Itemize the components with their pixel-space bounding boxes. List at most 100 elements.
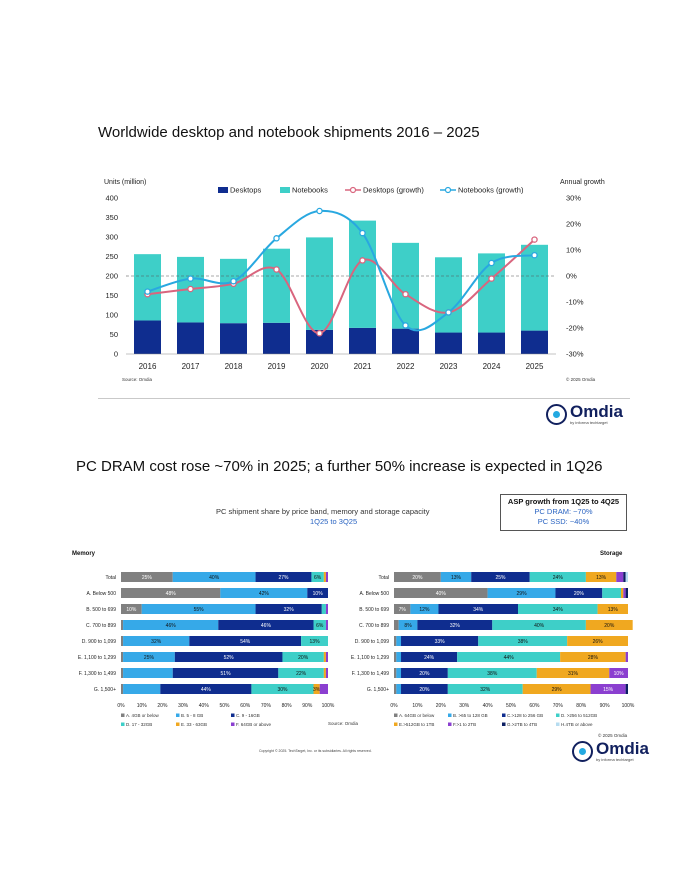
legend-swatch bbox=[176, 722, 180, 726]
seg-7-3 bbox=[251, 684, 314, 694]
shipments-chart: Units (million) Annual growth Desktops No… bbox=[104, 179, 605, 382]
seg-1-0 bbox=[121, 588, 221, 598]
seg-7-5 bbox=[590, 684, 626, 694]
point-desktops_growth-2021 bbox=[359, 257, 366, 264]
point-desktops_growth-2019 bbox=[273, 266, 280, 273]
x-tick-2022: 2022 bbox=[397, 362, 415, 371]
x-tick: 0% bbox=[390, 703, 398, 709]
legend-swatch bbox=[394, 722, 398, 726]
row-label-0: Total bbox=[378, 575, 389, 581]
x-tick-2024: 2024 bbox=[483, 362, 501, 371]
seg-label-6-3: 22% bbox=[296, 671, 307, 677]
seg-7-3 bbox=[447, 684, 523, 694]
row-label-6: F. 1,300 to 1,499 bbox=[79, 671, 116, 677]
row-label-2: B. 500 to 699 bbox=[359, 607, 389, 613]
seg-6-4 bbox=[536, 668, 610, 678]
y-left-tick: 50 bbox=[110, 330, 118, 339]
legend-label-1: Notebooks bbox=[292, 186, 328, 195]
legend-swatch bbox=[121, 722, 125, 726]
share-charts: Memory Storage Total 25% 40% 27% 6% A. Below … bbox=[72, 551, 635, 753]
point-notebooks_growth-2017 bbox=[187, 275, 194, 282]
seg-label-1-2: 20% bbox=[574, 591, 585, 597]
seg-label-5-2: 52% bbox=[224, 655, 235, 661]
seg-label-2-2: 32% bbox=[284, 607, 295, 613]
seg-1-5 bbox=[623, 588, 626, 598]
x-tick-2025: 2025 bbox=[526, 362, 544, 371]
y-right-tick: -30% bbox=[566, 350, 584, 359]
y-left-tick: 300 bbox=[105, 233, 118, 242]
row-label-4: D. 900 to 1,099 bbox=[355, 639, 389, 645]
x-tick: 100% bbox=[322, 703, 335, 709]
seg-4-1 bbox=[123, 636, 190, 646]
x-tick: 50% bbox=[506, 703, 517, 709]
seg-label-1-0: 48% bbox=[166, 591, 177, 597]
seg-0-5 bbox=[325, 572, 328, 582]
seg-label-6-2: 51% bbox=[221, 671, 232, 677]
seg-4-1 bbox=[396, 636, 402, 646]
x-tick: 60% bbox=[529, 703, 540, 709]
seg-label-0-1: 13% bbox=[451, 575, 462, 581]
seg-label-3-2: 46% bbox=[261, 623, 272, 629]
chart1-title: Worldwide desktop and notebook shipments… bbox=[98, 124, 480, 141]
source-note: Source: Omdia bbox=[122, 377, 153, 382]
seg-3-3 bbox=[492, 620, 586, 630]
row-label-0: Total bbox=[105, 575, 116, 581]
seg-4-2 bbox=[401, 636, 479, 646]
bar-desktops-2024 bbox=[478, 332, 505, 354]
legend-marker-2 bbox=[349, 186, 357, 194]
seg-1-3 bbox=[602, 588, 621, 598]
seg-3-5 bbox=[325, 620, 328, 630]
bar-desktops-2016 bbox=[134, 320, 161, 354]
y-right-label: Annual growth bbox=[560, 179, 605, 186]
legend-label: E.>512GB to 1TB bbox=[399, 722, 434, 727]
seg-0-4 bbox=[585, 572, 617, 582]
copyright-note-2: © 2025 Omdia bbox=[598, 732, 628, 738]
memory-label: Memory bbox=[72, 551, 96, 557]
seg-2-1 bbox=[141, 604, 256, 614]
omdia-logo-icon bbox=[572, 741, 593, 762]
point-notebooks_growth-2020 bbox=[316, 207, 323, 215]
point-notebooks_growth-2022 bbox=[402, 322, 409, 329]
growth-lines bbox=[144, 207, 538, 337]
bar-desktops-2022 bbox=[392, 328, 419, 354]
row-label-5: E. 1,100 to 1,299 bbox=[78, 655, 116, 661]
seg-6-3 bbox=[447, 668, 537, 678]
seg-label-4-2: 54% bbox=[240, 639, 251, 645]
legend-swatch bbox=[502, 722, 506, 726]
seg-0-6 bbox=[623, 572, 626, 582]
seg-2-0 bbox=[121, 604, 142, 614]
bar-desktops-2021 bbox=[349, 327, 376, 354]
x-tick: 40% bbox=[199, 703, 210, 709]
x-tick: 90% bbox=[302, 703, 313, 709]
seg-1-1 bbox=[220, 588, 308, 598]
row-label-7: G. 1,500+ bbox=[367, 687, 389, 693]
seg-label-0-0: 20% bbox=[412, 575, 423, 581]
seg-7-4 bbox=[313, 684, 320, 694]
seg-label-7-3: 30% bbox=[277, 687, 288, 693]
legend-label-3: Notebooks (growth) bbox=[458, 186, 524, 195]
seg-label-2-0: 10% bbox=[126, 607, 137, 613]
y-left-label: Units (million) bbox=[104, 179, 146, 186]
seg-label-0-2: 25% bbox=[495, 575, 506, 581]
x-tick-2023: 2023 bbox=[440, 362, 458, 371]
y-right-tick: 0% bbox=[566, 272, 577, 281]
seg-1-1 bbox=[487, 588, 556, 598]
logo-sub: by informa techtarget bbox=[596, 757, 634, 762]
seg-2-1 bbox=[410, 604, 439, 614]
seg-7-2 bbox=[401, 684, 448, 694]
asp-ssd: PC SSD: ~40% bbox=[537, 517, 590, 526]
seg-2-4 bbox=[597, 604, 628, 614]
row-label-2: B. 500 to 699 bbox=[86, 607, 116, 613]
seg-label-0-2: 27% bbox=[278, 575, 289, 581]
seg-7-0 bbox=[121, 684, 124, 694]
seg-label-7-3: 32% bbox=[480, 687, 491, 693]
seg-0-1 bbox=[172, 572, 256, 582]
bar-desktops-2017 bbox=[177, 322, 204, 354]
seg-3-1 bbox=[123, 620, 219, 630]
seg-label-7-2: 44% bbox=[201, 687, 212, 693]
seg-label-6-5: 10% bbox=[614, 671, 625, 677]
x-tick: 70% bbox=[261, 703, 272, 709]
x-tick: 100% bbox=[622, 703, 635, 709]
legend-swatch bbox=[448, 713, 452, 717]
footer-copyright: Copyright © 2025. TechTarget, Inc. or it… bbox=[259, 749, 372, 753]
